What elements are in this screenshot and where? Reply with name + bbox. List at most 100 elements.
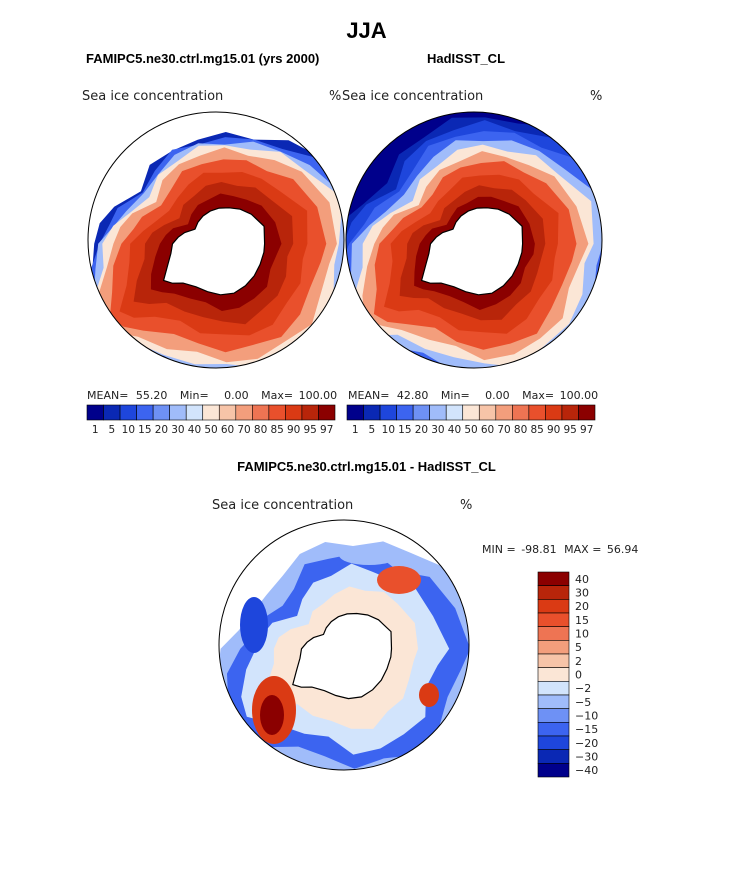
colorbar-tick-label: 95	[564, 424, 577, 436]
colorbar-swatch	[136, 404, 154, 421]
antarctica-coastline	[292, 612, 393, 700]
polar-map-diff	[218, 519, 470, 771]
colorbar-tick-label: 20	[415, 424, 428, 436]
colorbar-tick-label: 50	[464, 424, 477, 436]
antarctica-coastline	[420, 207, 524, 296]
colorbar-tick-label: 50	[204, 424, 217, 436]
colorbar-swatch	[537, 763, 570, 778]
colorbar-1: 1 5 10 15 20 30 40 50 60 70 80 85 90 95 97	[346, 404, 596, 436]
right-variable-label: Sea ice concentration	[342, 89, 484, 104]
colorbar-swatch	[235, 404, 253, 421]
diff-anomaly	[240, 597, 268, 653]
right-units-label: %	[590, 89, 603, 104]
antarctica-coastline	[162, 207, 266, 296]
colorbar-tick-label: −40	[575, 764, 598, 777]
colorbar-tick-label: 80	[254, 424, 267, 436]
right-stats: MEAN= 42.80 Min= 0.00 Max= 100.00	[348, 389, 598, 402]
map-boundary-circle	[218, 519, 470, 771]
colorbar-tick-label: 40	[448, 424, 461, 436]
colorbar-swatch	[202, 404, 220, 421]
colorbar-tick-label: 0	[575, 669, 582, 682]
colorbar-swatch	[512, 404, 530, 421]
panel-right-title: HadISST_CL	[427, 51, 506, 66]
colorbar-tick-label: 5	[108, 424, 115, 436]
colorbar-swatch	[495, 404, 513, 421]
left-variable-label: Sea ice concentration	[82, 89, 224, 104]
colorbar-swatch	[561, 404, 579, 421]
left-max-label: Max=	[261, 389, 294, 402]
colorbar-swatch	[528, 404, 546, 421]
left-units-label: %	[329, 89, 342, 104]
left-stats: MEAN= 55.20 Min= 0.00 Max= 100.00	[87, 389, 337, 402]
colorbar-swatch	[185, 404, 204, 421]
colorbar-swatch	[537, 599, 570, 614]
colorbar-tick-label: −30	[575, 751, 598, 764]
colorbar-swatch	[379, 404, 397, 421]
colorbar-swatch	[445, 404, 464, 421]
colorbar-swatch	[537, 667, 570, 682]
colorbar-swatch	[218, 404, 237, 421]
colorbar-tick-label: 30	[431, 424, 444, 436]
colorbar-0: 1 5 10 15 20 30 40 50 60 70 80 85 90 95 97	[86, 404, 336, 436]
colorbar-swatch	[396, 404, 414, 421]
colorbar-swatch	[346, 404, 364, 421]
colorbar-tick-label: 97	[320, 424, 333, 436]
colorbar-tick-label: 10	[382, 424, 395, 436]
colorbar-tick-label: 1	[92, 424, 99, 436]
map-fill-1	[346, 112, 602, 368]
colorbar-swatch	[152, 404, 170, 421]
colorbar-tick-label: −15	[575, 723, 598, 736]
colorbar-swatch	[478, 404, 497, 421]
diff-max-label: MAX =	[564, 543, 602, 556]
colorbar-tick-label: 85	[270, 424, 283, 436]
colorbar-swatch	[86, 404, 104, 421]
season-title: JJA	[346, 18, 387, 43]
colorbar-tick-label: 10	[122, 424, 135, 436]
right-mean-value: 42.80	[396, 389, 429, 402]
colorbar-tick-label: −5	[575, 696, 591, 709]
colorbar-tick-label: 40	[188, 424, 201, 436]
colorbar-tick-label: 20	[575, 600, 589, 613]
colorbar-swatch	[429, 404, 447, 421]
colorbar-swatch	[252, 404, 270, 421]
colorbar-tick-label: 15	[138, 424, 151, 436]
colorbar-swatch	[537, 722, 570, 737]
colorbar-swatch	[268, 404, 286, 421]
colorbar-swatch	[537, 735, 570, 750]
colorbar-swatch	[119, 404, 137, 421]
left-min-value: 0.00	[224, 389, 249, 402]
colorbar-tick-label: 70	[497, 424, 510, 436]
polar-map-0	[87, 111, 345, 369]
map-fill-diff	[219, 520, 469, 770]
colorbar-tick-label: −20	[575, 737, 598, 750]
colorbar-swatch	[545, 404, 563, 421]
colorbar-swatch	[412, 404, 430, 421]
colorbar-swatch	[578, 404, 596, 421]
colorbar-tick-label: 80	[514, 424, 527, 436]
colorbar-swatch	[537, 571, 570, 586]
colorbar-swatch	[537, 708, 570, 723]
diff-anomaly	[260, 695, 284, 735]
diff-min-value: -98.81	[521, 543, 557, 556]
map-boundary-circle	[87, 111, 345, 369]
colorbar-tick-label: 60	[221, 424, 234, 436]
left-min-label: Min=	[179, 389, 209, 402]
colorbar-swatch	[301, 404, 319, 421]
colorbar-swatch	[537, 653, 570, 668]
map-boundary-circle	[345, 111, 603, 369]
diff-stats: MIN = -98.81 MAX = 56.94	[482, 543, 638, 556]
left-mean-value: 55.20	[135, 389, 168, 402]
colorbar-tick-label: 15	[398, 424, 411, 436]
colorbar-tick-label: 20	[155, 424, 168, 436]
colorbar-swatch	[285, 404, 303, 421]
colorbar-swatch	[462, 404, 480, 421]
colorbar-tick-label: 2	[575, 655, 582, 668]
colorbar-tick-label: 40	[575, 573, 589, 586]
polar-map-1	[345, 111, 603, 369]
colorbar-tick-label: 5	[368, 424, 375, 436]
right-min-label: Min=	[440, 389, 470, 402]
colorbar-swatch	[537, 681, 570, 696]
diff-title: FAMIPC5.ne30.ctrl.mg15.01 - HadISST_CL	[237, 459, 496, 474]
